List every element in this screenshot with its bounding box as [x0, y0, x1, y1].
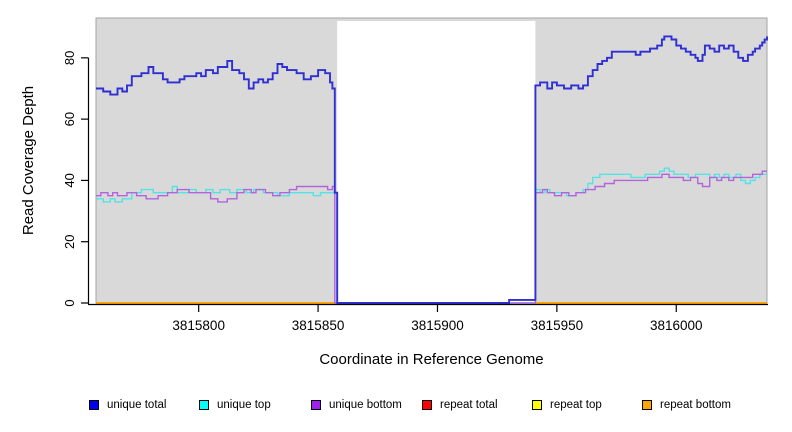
- legend-swatch-repeat-top: [532, 400, 542, 410]
- y-tick-label: 0: [62, 299, 77, 306]
- y-tick-label: 40: [62, 173, 77, 187]
- legend-label: repeat total: [440, 399, 498, 411]
- legend-swatch-repeat-total: [422, 400, 432, 410]
- x-axis-title: Coordinate in Reference Genome: [319, 351, 543, 368]
- y-axis-title: Read Coverage Depth: [20, 86, 37, 235]
- legend-item-repeat-top: repeat top: [532, 397, 602, 413]
- legend-swatch-unique-bottom: [311, 400, 321, 410]
- legend-swatch-unique-total: [89, 400, 99, 410]
- legend-item-repeat-total: repeat total: [422, 397, 498, 413]
- legend-label: unique top: [217, 399, 271, 411]
- series-unique-total: [96, 35, 768, 304]
- x-tick-label: 3815900: [411, 318, 464, 333]
- x-tick-label: 3816000: [650, 318, 703, 333]
- legend-label: repeat bottom: [660, 399, 731, 411]
- legend-item-unique-top: unique top: [199, 397, 271, 413]
- plot-legend: unique total unique top unique bottom re…: [0, 397, 792, 417]
- y-tick-label: 80: [62, 51, 77, 65]
- y-tick-label: 60: [62, 112, 77, 126]
- legend-item-repeat-bottom: repeat bottom: [642, 397, 731, 413]
- y-tick-label: 20: [62, 234, 77, 248]
- gap-region: [337, 21, 536, 303]
- legend-swatch-unique-top: [199, 400, 209, 410]
- legend-swatch-repeat-bottom: [642, 400, 652, 410]
- coverage-plot: 0 20 40 60 80 3815800 3815850 3815900 3815950 381…: [20, 17, 768, 368]
- legend-label: unique bottom: [329, 399, 402, 411]
- x-tick-label: 3815950: [531, 318, 584, 333]
- series-unique-bottom: [96, 170, 767, 304]
- legend-label: unique total: [107, 399, 167, 411]
- legend-item-unique-bottom: unique bottom: [311, 397, 402, 413]
- x-tick-label: 3815800: [172, 318, 225, 333]
- legend-label: repeat top: [550, 399, 602, 411]
- legend-item-unique-total: unique total: [89, 397, 166, 413]
- x-tick-label: 3815850: [292, 318, 345, 333]
